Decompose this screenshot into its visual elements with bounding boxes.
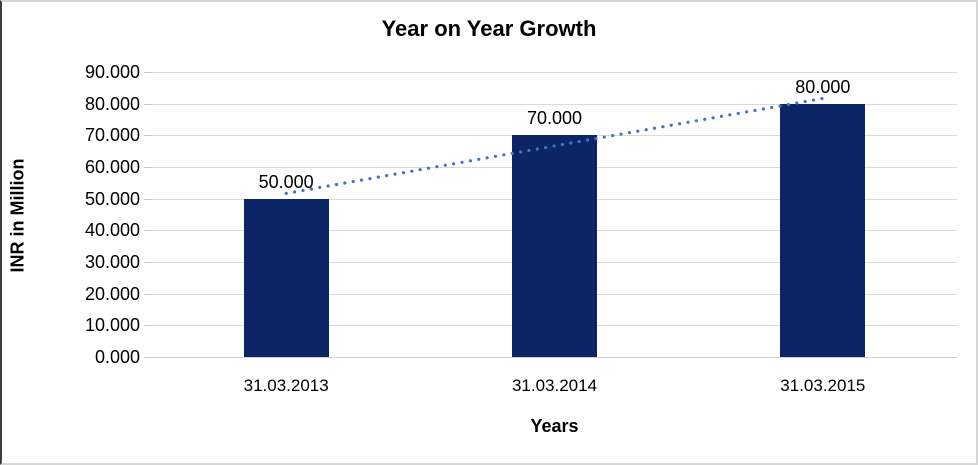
y-tick-label: 50.000 bbox=[84, 189, 140, 209]
y-tick-label: 10.000 bbox=[84, 315, 140, 335]
gridline bbox=[152, 104, 957, 105]
y-tick-label: 80.000 bbox=[84, 94, 140, 114]
bar-31.03.2015 bbox=[780, 103, 866, 357]
x-tick-label: 31.03.2015 bbox=[780, 376, 866, 395]
y-axis-tick bbox=[144, 294, 152, 295]
x-axis-line bbox=[152, 357, 957, 358]
data-label: 70.000 bbox=[526, 108, 583, 129]
y-tick-label: 30.000 bbox=[84, 252, 140, 272]
y-axis-tick bbox=[144, 167, 152, 168]
y-tick-label: 20.000 bbox=[84, 284, 140, 304]
chart-title: Year on Year Growth bbox=[381, 16, 597, 41]
y-axis-tick bbox=[144, 104, 152, 105]
y-axis-tick bbox=[144, 135, 152, 136]
y-axis-tick bbox=[144, 325, 152, 326]
plot-area bbox=[144, 72, 957, 358]
bar-31.03.2013 bbox=[243, 198, 329, 357]
y-tick-label: 70.000 bbox=[84, 125, 140, 145]
y-tick-label: 60.000 bbox=[84, 157, 140, 177]
trendline-path bbox=[284, 96, 825, 195]
gridline bbox=[152, 72, 957, 73]
trendline bbox=[284, 96, 825, 195]
y-tick-label: 90.000 bbox=[84, 62, 140, 82]
y-axis-tick bbox=[144, 72, 152, 73]
y-axis-tick bbox=[144, 230, 152, 231]
bar-31.03.2014 bbox=[512, 135, 597, 357]
y-axis-tick bbox=[144, 199, 152, 200]
y-tick-label: 0.000 bbox=[94, 347, 140, 367]
y-tick-label: 40.000 bbox=[84, 220, 140, 240]
y-axis-tick bbox=[144, 262, 152, 263]
x-tick-label: 31.03.2013 bbox=[243, 376, 329, 395]
x-tick-label: 31.03.2014 bbox=[511, 376, 598, 395]
data-label: 50.000 bbox=[258, 171, 314, 192]
y-axis-tick bbox=[144, 357, 152, 358]
data-label: 80.000 bbox=[795, 76, 851, 97]
x-axis-title: Years bbox=[530, 416, 579, 436]
